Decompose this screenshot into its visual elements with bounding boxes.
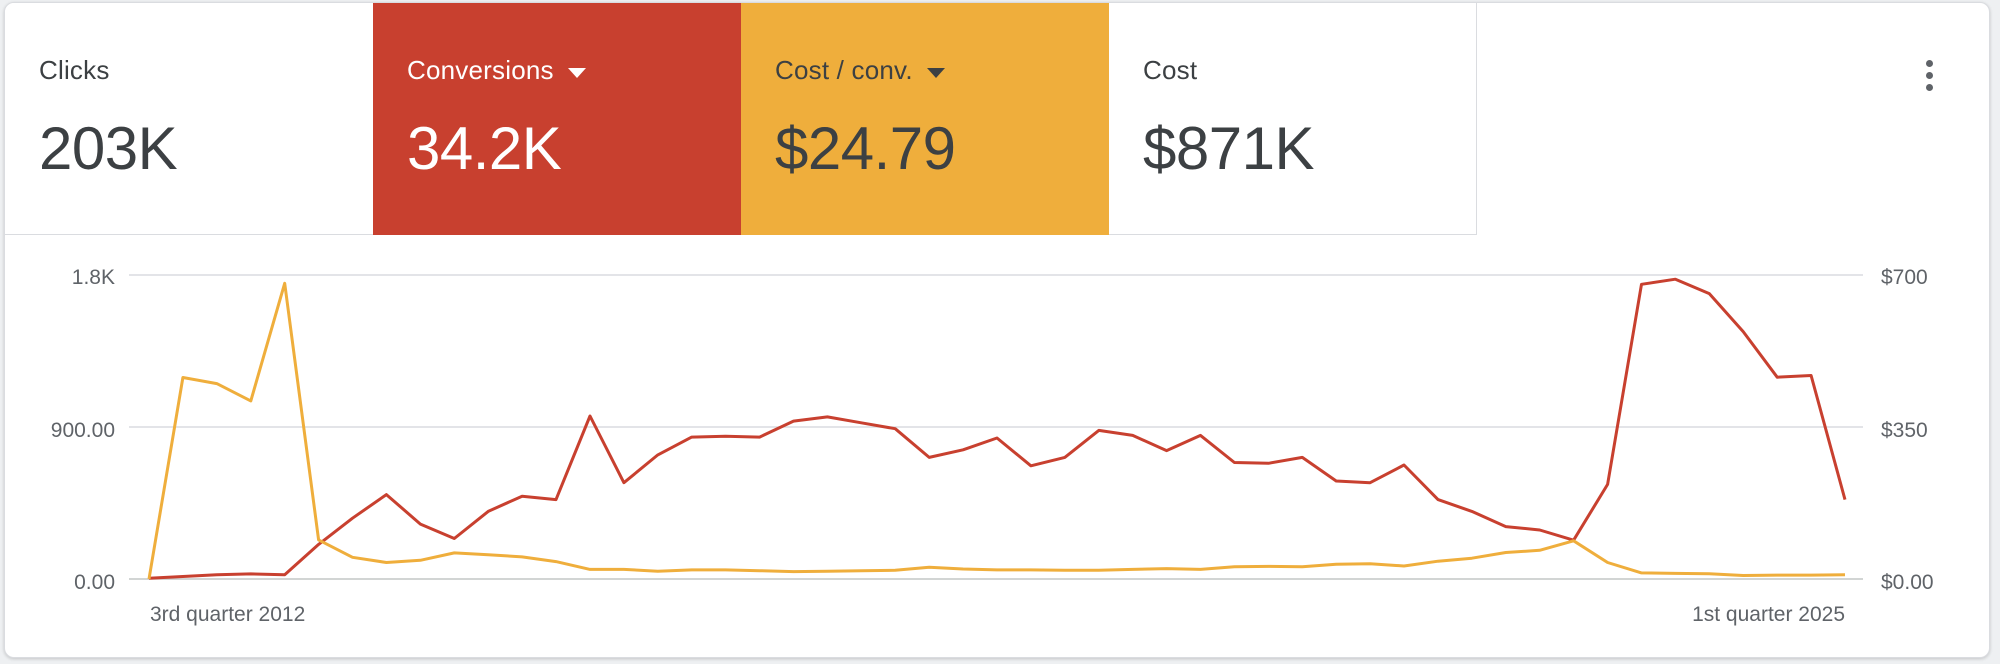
more-vert-icon[interactable] bbox=[1911, 55, 1947, 95]
caret-down-icon[interactable] bbox=[926, 67, 945, 78]
metric-label-text: Conversions bbox=[407, 55, 554, 85]
metric-tile-cost[interactable]: Cost $871K bbox=[1109, 3, 1477, 235]
metric-tile-conversions[interactable]: Conversions 34.2K bbox=[373, 3, 741, 235]
caret-down-icon[interactable] bbox=[567, 67, 586, 78]
left-tick-label: 1.8K bbox=[72, 266, 115, 289]
metric-dropdown-cost-per-conversion[interactable]: Cost / conv. bbox=[775, 55, 1109, 86]
performance-card: Clicks 203K Conversions 34.2K Cost / con… bbox=[4, 2, 1990, 658]
series-line-cost-conv[interactable] bbox=[147, 281, 1846, 580]
chart-grid bbox=[129, 274, 1863, 580]
right-tick-label: $700 bbox=[1881, 266, 1928, 289]
left-tick-label: 0.00 bbox=[74, 571, 115, 594]
dot bbox=[1925, 83, 1933, 91]
metric-label-text: Cost / conv. bbox=[775, 55, 913, 85]
metric-value-clicks: 203K bbox=[39, 115, 178, 182]
metric-tile-clicks[interactable]: Clicks 203K bbox=[5, 3, 373, 235]
dot bbox=[1925, 59, 1933, 67]
series-line-conversions[interactable] bbox=[148, 277, 1847, 580]
x-label-start: 3rd quarter 2012 bbox=[150, 603, 305, 626]
metric-value-cost: $871K bbox=[1143, 115, 1315, 182]
metric-dropdown-conversions[interactable]: Conversions bbox=[407, 55, 741, 86]
x-label-end: 1st quarter 2025 bbox=[1692, 603, 1845, 626]
line-chart: 1.8K 900.00 0.00 $700 $350 $0.00 3rd qua… bbox=[51, 266, 1934, 626]
metric-label-text: Clicks bbox=[39, 55, 110, 85]
right-tick-label: $0.00 bbox=[1881, 571, 1934, 594]
metric-value-cost-per-conversion: $24.79 bbox=[775, 115, 956, 182]
metric-label-text: Cost bbox=[1143, 55, 1198, 85]
chart-series bbox=[147, 277, 1847, 580]
metric-value-conversions: 34.2K bbox=[407, 115, 562, 182]
metric-tiles: Clicks 203K Conversions 34.2K Cost / con… bbox=[5, 3, 1477, 235]
dot bbox=[1925, 71, 1933, 79]
metric-label-clicks: Clicks bbox=[39, 55, 373, 86]
right-tick-label: $350 bbox=[1881, 419, 1928, 442]
metric-tile-cost-per-conversion[interactable]: Cost / conv. $24.79 bbox=[741, 3, 1109, 235]
left-tick-label: 900.00 bbox=[51, 419, 115, 442]
chart-axis-ticks: 1.8K 900.00 0.00 $700 $350 $0.00 3rd qua… bbox=[51, 266, 1934, 626]
metric-label-cost: Cost bbox=[1143, 55, 1476, 86]
